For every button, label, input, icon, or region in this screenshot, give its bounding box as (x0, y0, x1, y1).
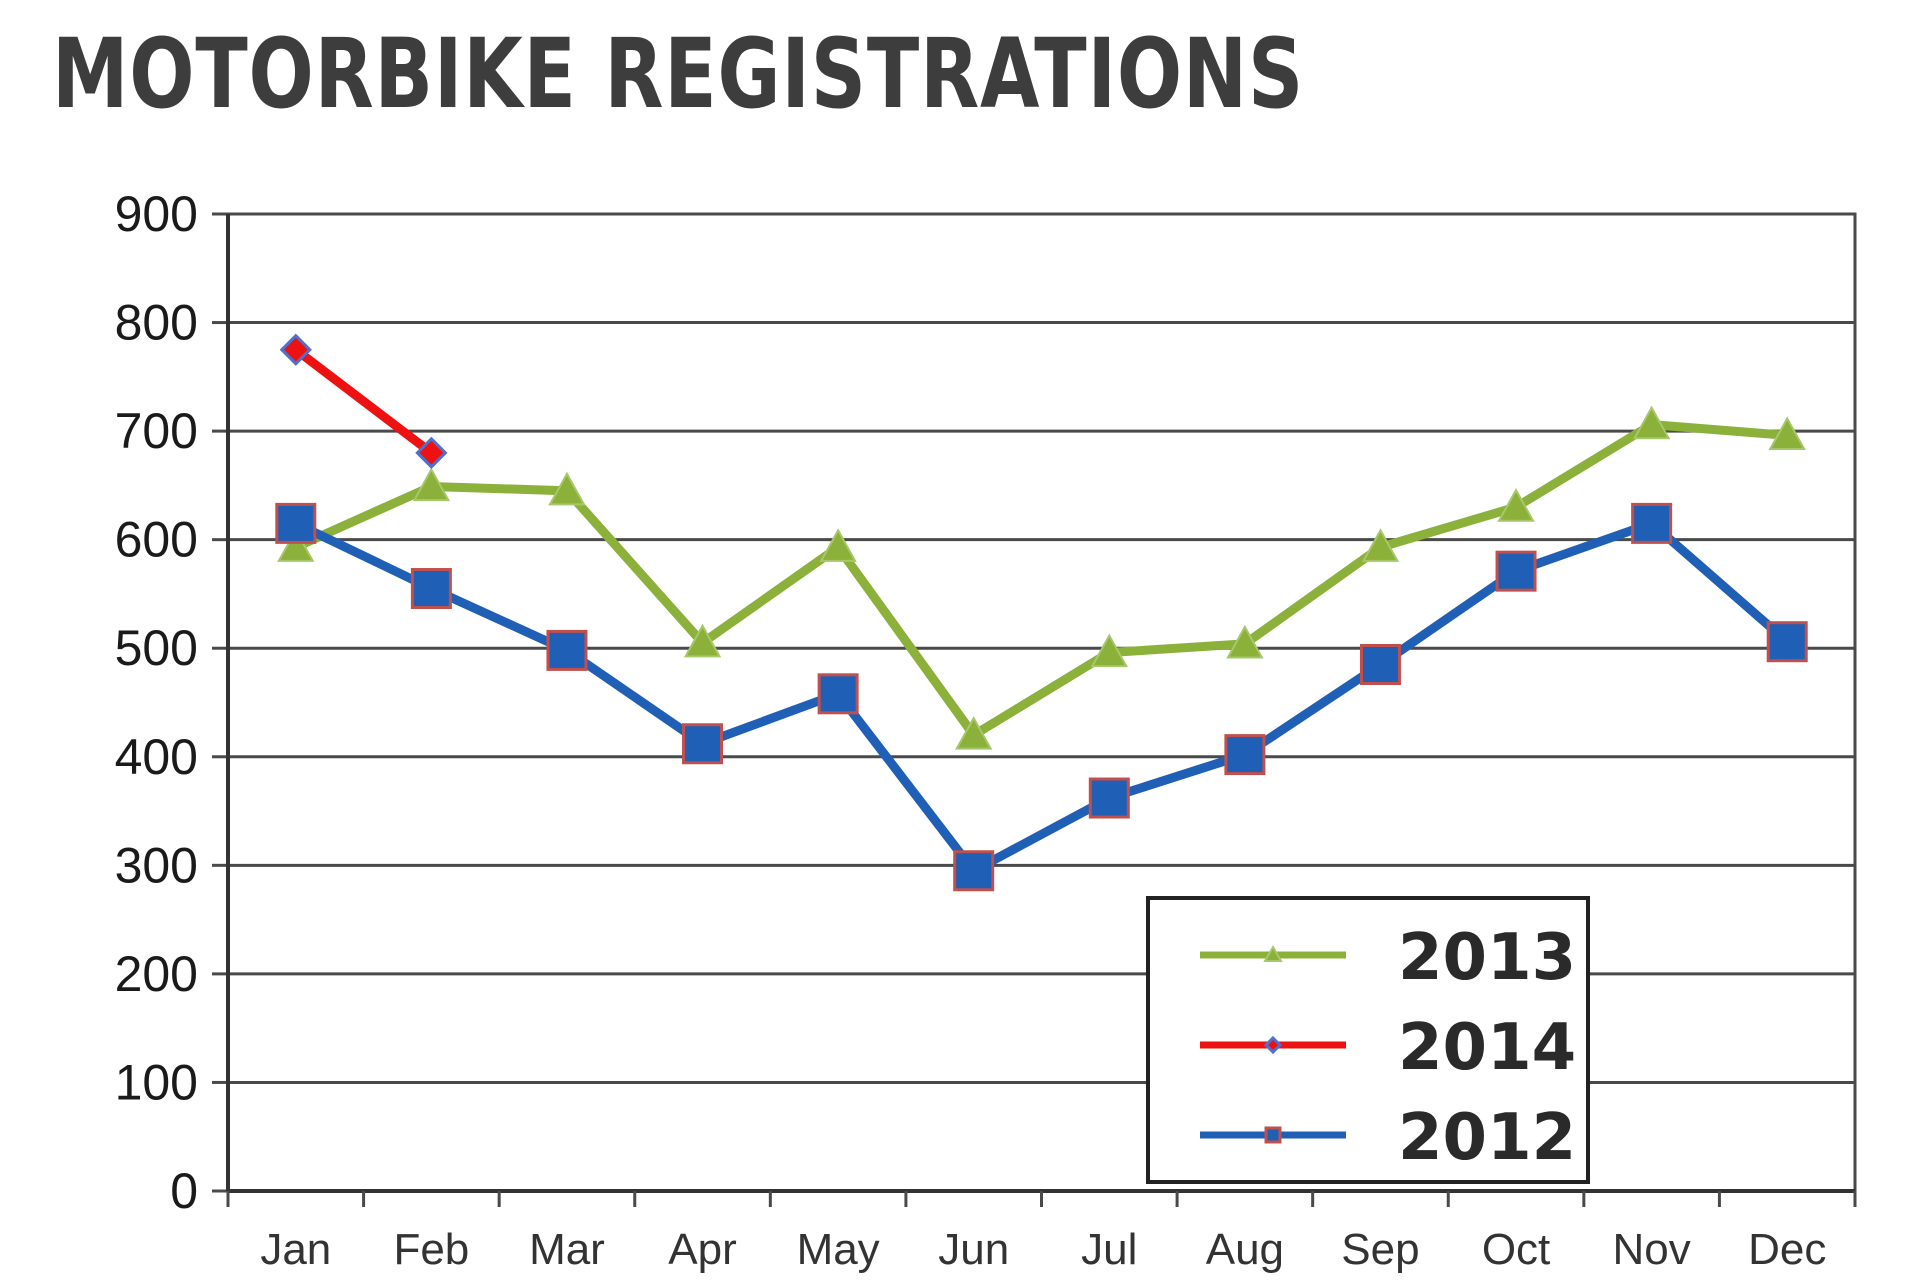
series-2014 (279, 333, 448, 469)
point-2013-dec (1768, 416, 1806, 451)
point-2012-jan (275, 502, 317, 544)
x-tick-label-dec: Dec (1748, 1225, 1826, 1274)
x-tick-label-may: May (797, 1225, 880, 1274)
point-2013-feb (412, 467, 451, 502)
point-2013-jul (1090, 633, 1128, 668)
y-tick-label-0: 0 (170, 1163, 198, 1219)
legend-label-2014: 2014 (1398, 1011, 1576, 1085)
x-tick-label-mar: Mar (529, 1225, 605, 1274)
x-tick-label-apr: Apr (668, 1225, 736, 1274)
point-2012-dec (1766, 621, 1808, 663)
point-2012-mar (546, 629, 588, 671)
y-tick-label-600: 600 (115, 512, 198, 568)
point-2014-jan (279, 333, 312, 366)
legend-marker-2013 (1263, 944, 1283, 962)
point-2013-apr (683, 623, 722, 658)
point-2013-oct (1497, 488, 1535, 522)
legend: 2013 2014 2012 (1146, 896, 1590, 1184)
point-2012-aug (1224, 734, 1266, 776)
grid-lines (228, 212, 1855, 1084)
x-tick-label-jun: Jun (938, 1225, 1009, 1274)
point-2012-feb (410, 568, 452, 610)
x-tick-label-oct: Oct (1482, 1225, 1550, 1274)
x-tick-label-feb: Feb (393, 1225, 469, 1274)
point-2012-nov (1631, 502, 1673, 544)
point-2012-oct (1495, 550, 1537, 592)
point-2013-nov (1632, 405, 1671, 440)
y-tick-label-400: 400 (115, 729, 198, 785)
y-tick-labels: 0 100 200 300 400 500 600 700 800 900 (115, 186, 198, 1219)
point-2012-jul (1088, 777, 1130, 819)
point-2012-sep (1359, 644, 1401, 686)
legend-item-2013: 2013 (1200, 921, 1576, 995)
y-tick-label-200: 200 (115, 946, 198, 1002)
x-tick-label-nov: Nov (1613, 1225, 1691, 1274)
x-tick-label-aug: Aug (1206, 1225, 1284, 1274)
y-tick-label-100: 100 (115, 1054, 198, 1110)
point-2013-jun (955, 716, 993, 750)
legend-label-2013: 2013 (1398, 921, 1576, 995)
x-tick-label-jul: Jul (1081, 1225, 1137, 1274)
point-2013-jan (277, 528, 315, 562)
point-2012-may (817, 673, 859, 715)
x-tick-label-sep: Sep (1341, 1225, 1419, 1274)
y-tick-label-500: 500 (115, 620, 198, 676)
point-2013-sep (1361, 528, 1400, 562)
y-tick-label-900: 900 (115, 186, 198, 242)
axes (212, 212, 1857, 1207)
point-2014-feb (415, 436, 448, 469)
point-2013-aug (1226, 624, 1264, 659)
series-2012 (275, 502, 1808, 892)
legend-item-2014: 2014 (1200, 1011, 1576, 1085)
y-tick-label-800: 800 (115, 295, 198, 351)
plot-area-border (226, 212, 1857, 1193)
point-2013-may (819, 528, 857, 562)
series-2013 (277, 405, 1806, 750)
series-line-2012 (293, 518, 1791, 877)
series-lines (275, 333, 1808, 892)
x-tick-labels: Jan Feb Mar Apr May Jun Jul Aug Sep Oct Nov Dec (260, 1225, 1826, 1274)
x-tick-label-jan: Jan (260, 1225, 331, 1274)
point-2012-apr (682, 723, 724, 765)
point-2012-jun (953, 850, 995, 892)
chart-title: MOTORBIKE REGISTRATIONS (52, 18, 1305, 130)
y-tick-label-700: 700 (115, 403, 198, 459)
legend-item-2012: 2012 (1200, 1101, 1576, 1175)
point-2013-mar (548, 471, 586, 506)
legend-label-2012: 2012 (1398, 1101, 1576, 1175)
series-line-2014 (293, 346, 435, 457)
legend-marker-2012 (1264, 1126, 1282, 1144)
legend-marker-2014 (1263, 1035, 1283, 1055)
series-line-2013 (293, 419, 1788, 742)
y-tick-label-300: 300 (115, 837, 198, 893)
